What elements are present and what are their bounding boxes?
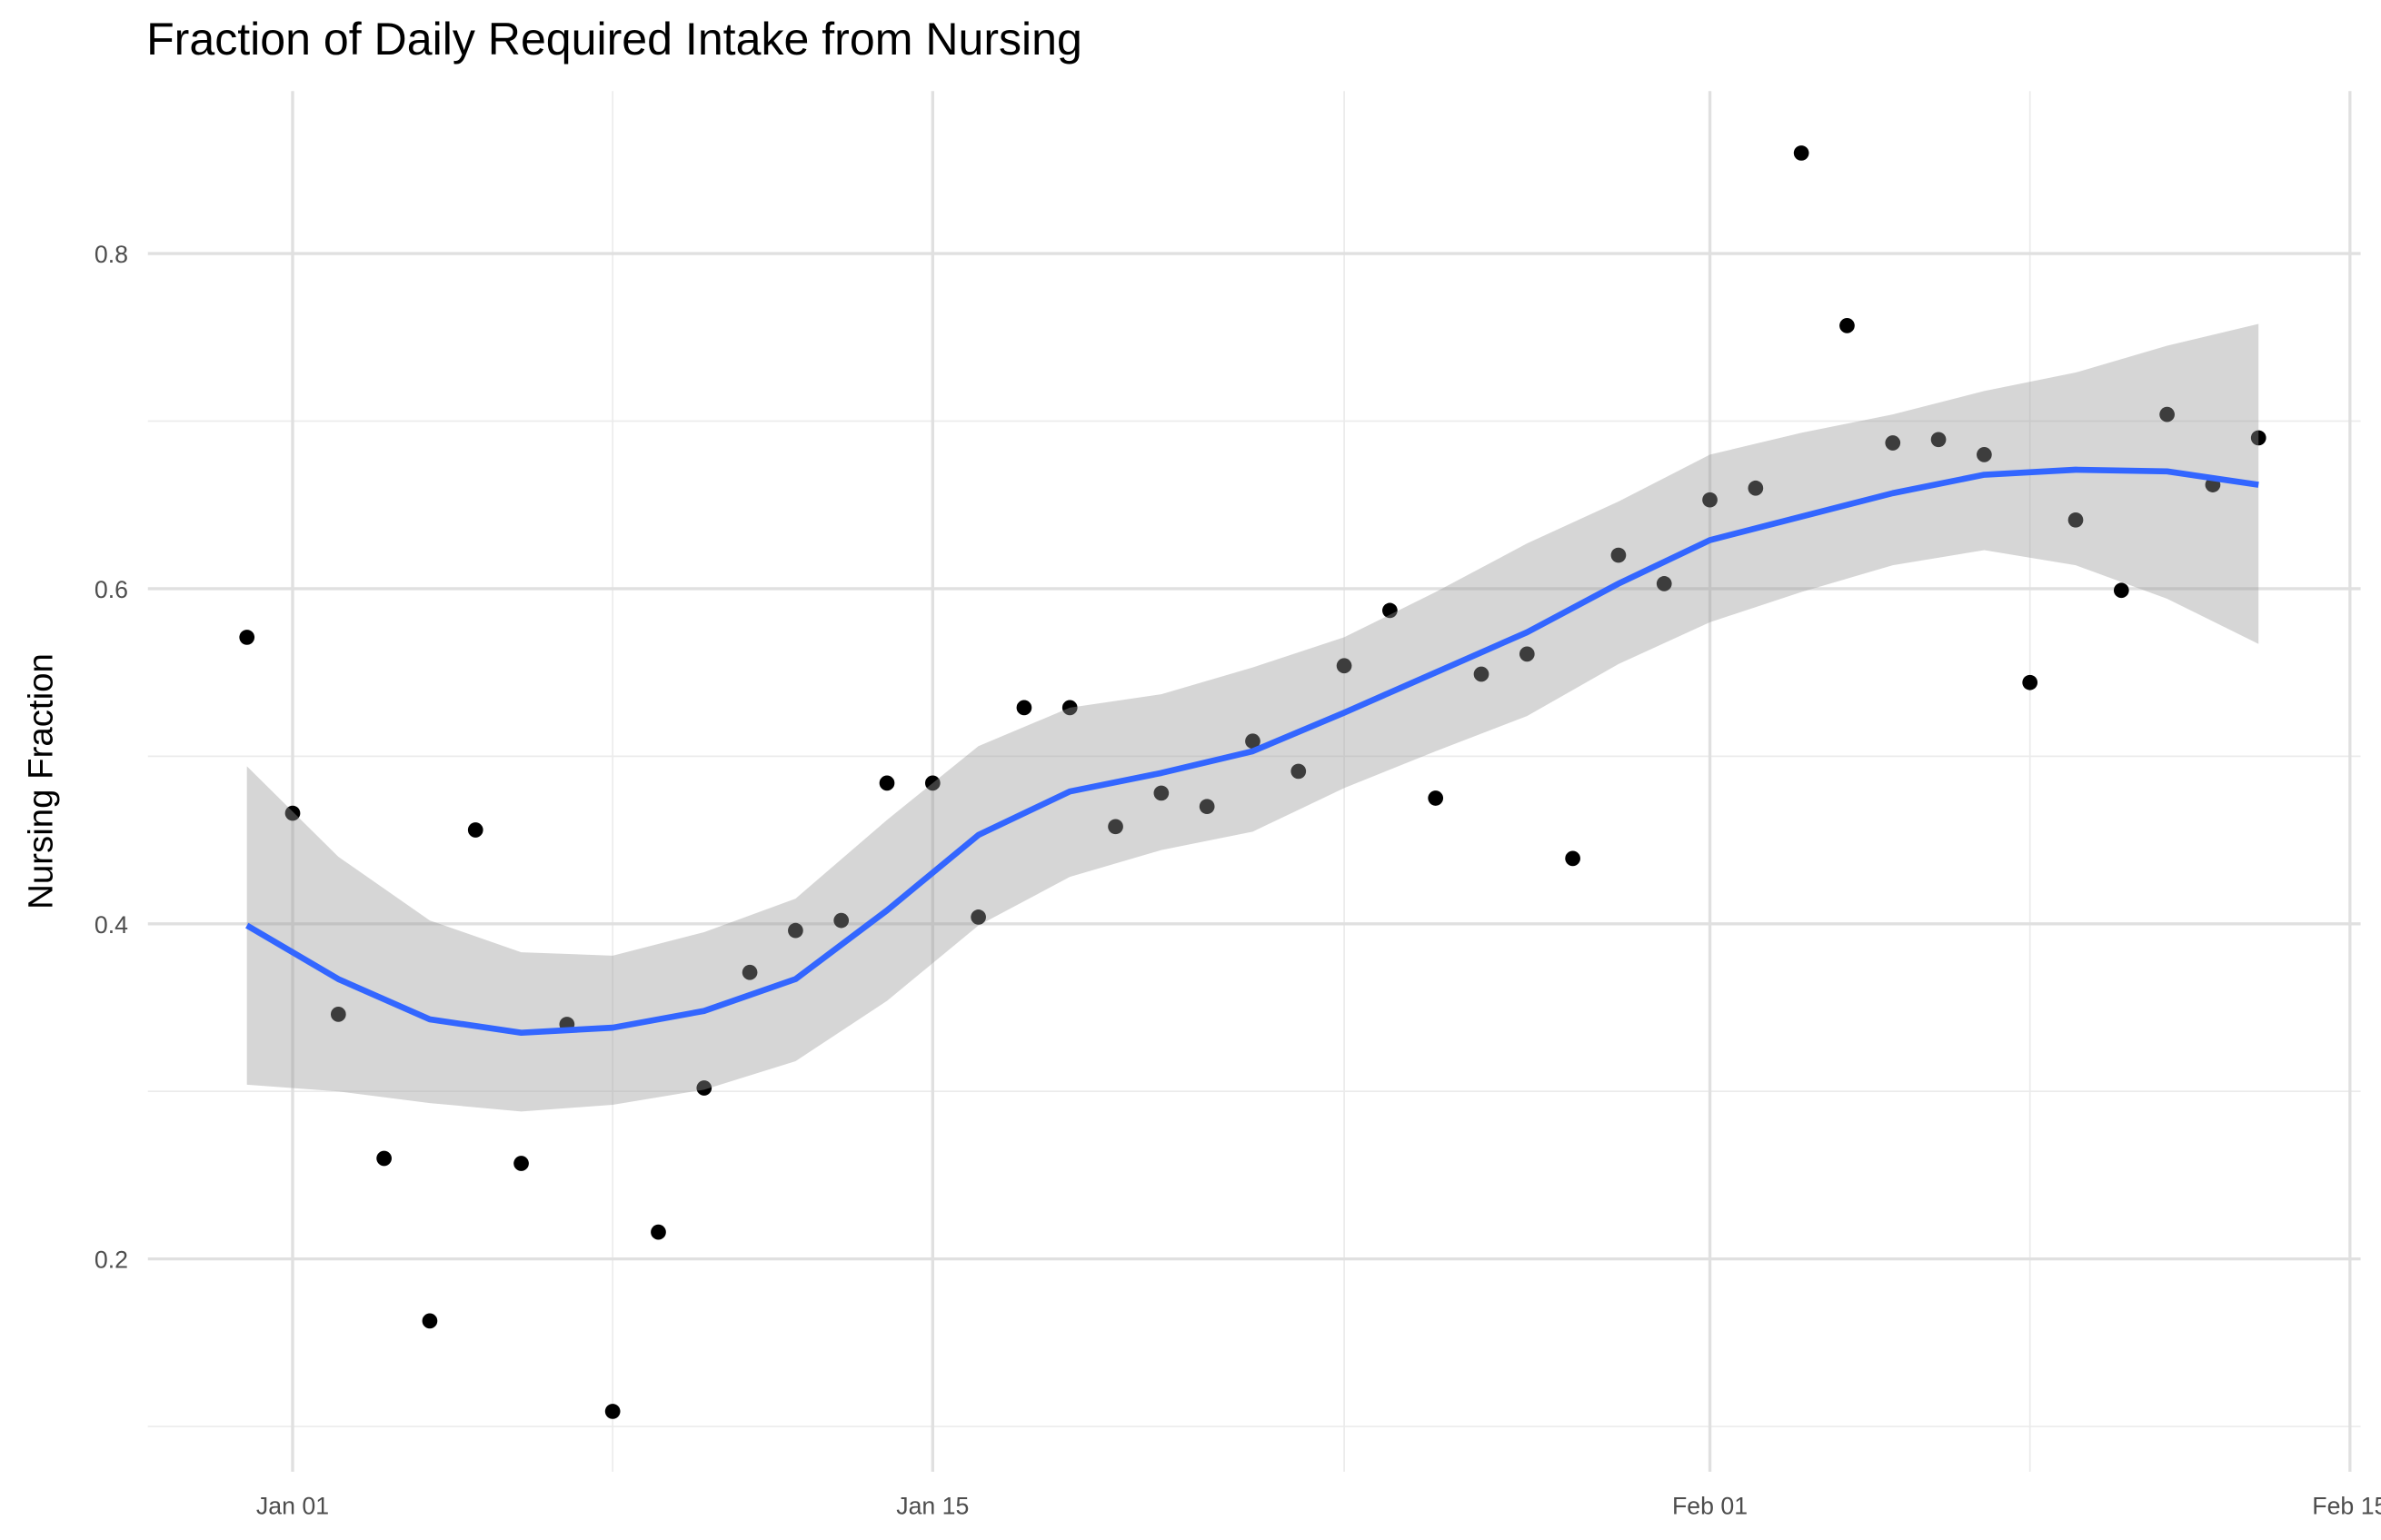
point xyxy=(1656,576,1672,591)
point xyxy=(2159,406,2175,422)
x-tick-label: Feb 15 xyxy=(2312,1493,2381,1520)
point xyxy=(1565,850,1580,867)
y-tick-label: 0.4 xyxy=(95,911,128,939)
y-axis-label: Nursing Fraction xyxy=(22,653,61,909)
point xyxy=(422,1313,438,1329)
point xyxy=(1061,700,1078,716)
point xyxy=(1199,799,1215,815)
point xyxy=(1610,547,1627,563)
x-tick-label: Feb 01 xyxy=(1672,1493,1748,1520)
point xyxy=(1428,790,1444,806)
point xyxy=(1153,785,1170,801)
point xyxy=(2067,512,2084,528)
point xyxy=(742,964,758,980)
chart-title: Fraction of Daily Required Intake from N… xyxy=(146,14,1082,65)
point xyxy=(1382,602,1398,619)
point xyxy=(1473,666,1489,682)
x-tick-label: Jan 01 xyxy=(256,1493,329,1520)
point xyxy=(1016,700,1032,716)
y-tick-label: 0.2 xyxy=(95,1247,128,1274)
point xyxy=(604,1404,621,1419)
point xyxy=(1336,658,1352,674)
point xyxy=(788,922,803,939)
point xyxy=(1290,763,1307,780)
point xyxy=(2250,430,2266,446)
point xyxy=(1748,480,1764,496)
confidence-band xyxy=(246,323,2259,1112)
point xyxy=(1977,447,1992,462)
point xyxy=(833,912,850,929)
point xyxy=(239,630,255,645)
point xyxy=(924,775,941,791)
point xyxy=(696,1080,712,1096)
point xyxy=(1930,432,1947,448)
x-tick-label: Jan 15 xyxy=(896,1493,969,1520)
point xyxy=(1885,435,1901,451)
point xyxy=(651,1224,666,1240)
point xyxy=(879,775,895,791)
point xyxy=(1519,646,1535,662)
point xyxy=(1839,318,1855,333)
y-tick-label: 0.8 xyxy=(95,241,128,268)
point xyxy=(971,909,986,925)
y-tick-label: 0.6 xyxy=(95,576,128,603)
point xyxy=(513,1156,529,1171)
point xyxy=(2113,582,2129,599)
smooth-line xyxy=(245,466,2259,1037)
point xyxy=(467,822,483,838)
point xyxy=(2022,674,2038,691)
point xyxy=(284,805,301,821)
point xyxy=(376,1150,392,1167)
point xyxy=(1245,733,1260,750)
point xyxy=(1108,819,1123,835)
point xyxy=(330,1007,346,1022)
point xyxy=(1702,492,1718,508)
point xyxy=(1793,145,1809,161)
